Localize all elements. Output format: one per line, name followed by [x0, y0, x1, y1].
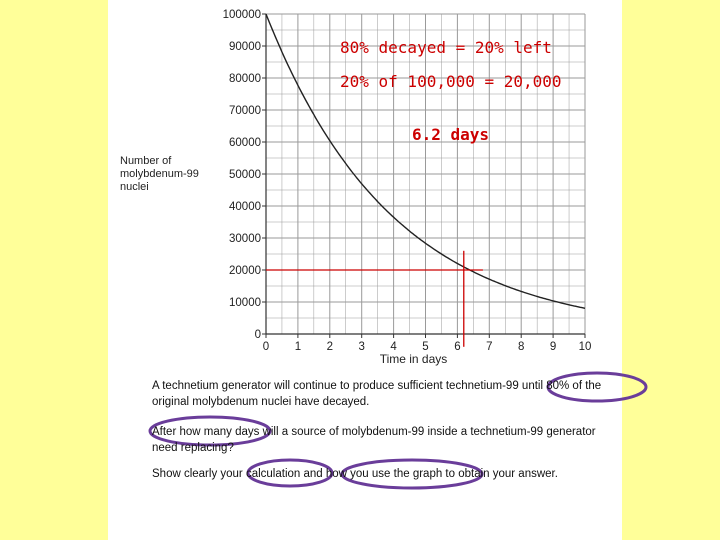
x-tick-label: 9	[550, 341, 556, 353]
decay-curve	[265, 13, 586, 309]
x-tick-label: 2	[327, 341, 333, 353]
x-tick-label: 1	[295, 341, 301, 353]
question-paragraph-3: Show clearly your calculation and how yo…	[152, 468, 558, 480]
x-tick-label: 0	[263, 341, 269, 353]
annotation-answer: 6.2 days	[412, 125, 490, 144]
x-tick-label: 6	[454, 341, 460, 353]
annotation-calculation: 20% of 100,000 = 20,000	[340, 72, 562, 91]
highlight-how-many-days	[148, 415, 272, 447]
y-tick-label: 10000	[229, 297, 261, 309]
x-axis-label: Time in days	[380, 352, 448, 366]
y-tick-label: 20000	[229, 265, 261, 277]
x-tick-label: 3	[358, 341, 364, 353]
y-tick-label: 50000	[229, 169, 261, 181]
y-tick-label: 40000	[229, 201, 261, 213]
y-tick-label: 90000	[229, 41, 261, 53]
highlight-80-percent	[546, 371, 648, 403]
x-tick-label: 10	[579, 341, 592, 353]
y-tick-label: 100000	[223, 9, 261, 21]
highlight-use-the-graph	[340, 458, 484, 490]
highlight-calculation	[246, 458, 334, 488]
y-tick-label: 0	[255, 329, 261, 341]
question-paragraph-2: After how many days will a source of mol…	[152, 426, 596, 454]
x-tick-label: 5	[422, 341, 428, 353]
y-axis-label: Number of molybdenum-99 nuclei	[120, 155, 199, 193]
y-tick-label: 80000	[229, 73, 261, 85]
x-tick-label: 4	[390, 341, 397, 353]
annotation-decayed: 80% decayed = 20% left	[340, 38, 552, 57]
y-tick-label: 70000	[229, 105, 261, 117]
x-tick-label: 8	[518, 341, 524, 353]
y-tick-label: 30000	[229, 233, 261, 245]
question-paragraph-1: A technetium generator will continue to …	[152, 380, 602, 408]
x-tick-label: 7	[486, 341, 492, 353]
y-tick-label: 60000	[229, 137, 261, 149]
